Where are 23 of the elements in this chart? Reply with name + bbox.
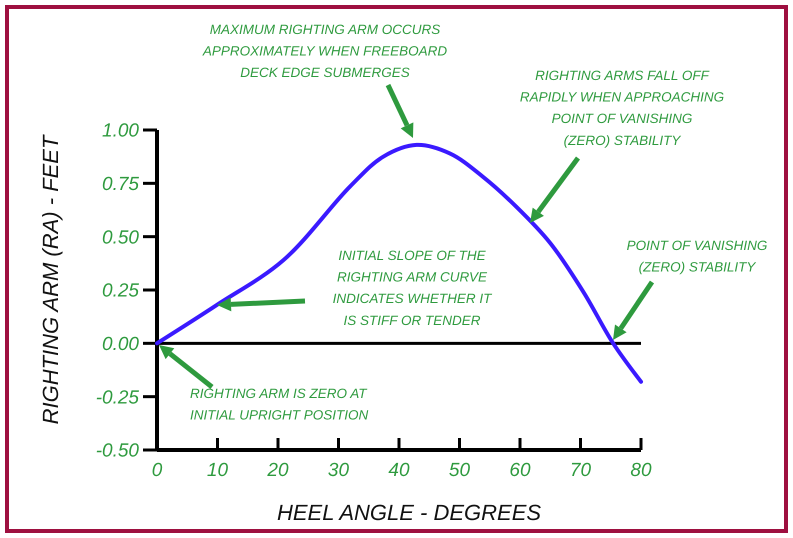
text: MAXIMUM RIGHTING ARM OCCURS APPROXIMATELY WHEN FREEBOARD DECK EDGE SUBMERGES (202, 22, 448, 80)
annotation: RIGHTING ARMS FALL OFF RAPIDLY WHEN APPROACHING POINT OF VANISHING (ZERO) STABILITY (520, 68, 724, 148)
annotation: INITIAL SLOPE OF THE RIGHTING ARM CURVE INDICATES WHETHER IT IS STIFF OR TENDER (332, 248, 494, 328)
y-tick-label: 0.25 (102, 280, 140, 302)
x-tick-label: 60 (509, 460, 531, 481)
x-tick-label: 0 (152, 460, 163, 481)
x-tick-label: 30 (328, 460, 350, 481)
y-tick-label: 1.00 (102, 120, 140, 142)
annotation: POINT OF VANISHING (ZERO) STABILITY (626, 238, 768, 275)
y-tick-label: 0.00 (102, 334, 140, 355)
x-tick-label: 70 (570, 460, 592, 481)
y-tick-label: 0.50 (102, 227, 140, 248)
annotation: RIGHTING ARM IS ZERO AT INITIAL UPRIGHT POSITION (190, 386, 369, 423)
x-axis-title: HEEL ANGLE - DEGREES (276, 500, 542, 525)
x-tick-label: 20 (266, 460, 289, 481)
y-tick-label: -0.25 (96, 387, 140, 408)
x-tick-label: 80 (630, 460, 652, 481)
y-axis-title: RIGHTING ARM (RA) - FEET (38, 134, 63, 424)
x-tick-label: 50 (448, 460, 470, 481)
x-tick-label: 40 (388, 460, 410, 481)
x-tick-label: 10 (206, 460, 228, 481)
y-tick-label: 0.75 (102, 174, 140, 195)
y-tick-label: -0.50 (96, 440, 140, 462)
